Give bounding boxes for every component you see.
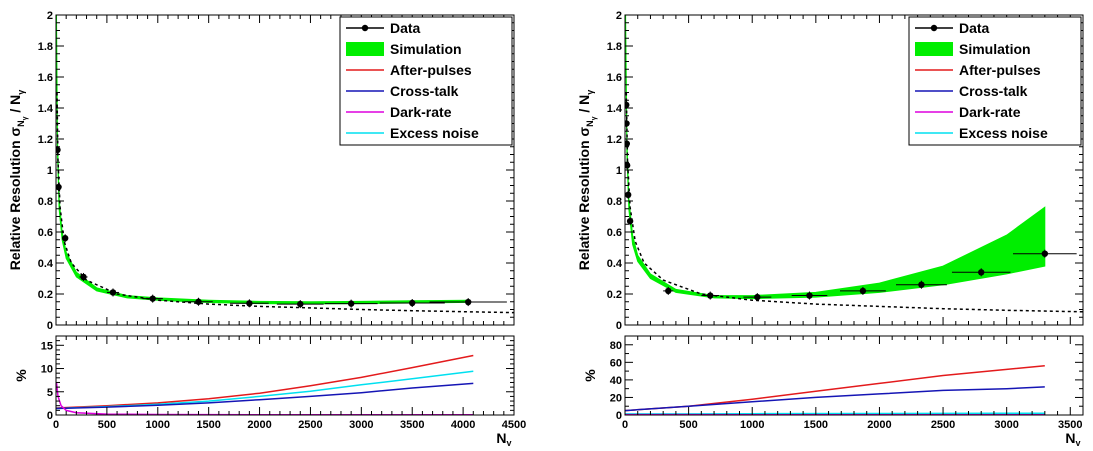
y-tick-label: 0.6 xyxy=(607,227,622,239)
data-point xyxy=(297,301,303,307)
y-tick-label: 1.8 xyxy=(38,41,53,53)
legend-marker-data xyxy=(931,25,937,31)
data-point xyxy=(409,300,415,306)
y-tick-label: 1 xyxy=(47,165,53,177)
data-point xyxy=(627,218,633,224)
x-tick-label: 3000 xyxy=(349,419,373,431)
x-tick-label: 2000 xyxy=(247,419,271,431)
y-tick-label: 1.6 xyxy=(38,72,53,84)
data-point xyxy=(465,299,471,305)
y-tick-label: 0.4 xyxy=(38,258,54,270)
legend-label: After-pulses xyxy=(390,62,472,78)
data-point xyxy=(195,299,201,305)
y-tick-label: 5 xyxy=(47,387,53,399)
series-excess-noise xyxy=(625,413,1045,414)
y-tick-label: 0.8 xyxy=(38,196,53,208)
y-tick-label: 1 xyxy=(616,165,622,177)
y-axis-label: % xyxy=(582,369,598,382)
x-tick-label: 1000 xyxy=(740,419,764,431)
x-tick-label: 1000 xyxy=(146,419,170,431)
legend: Data Simulation After-pulses Cross-talk Dark… xyxy=(340,17,512,145)
legend-swatch-simulation xyxy=(346,42,384,56)
data-point xyxy=(978,269,984,275)
data-point xyxy=(246,300,252,306)
legend-label: Excess noise xyxy=(390,125,479,141)
data-point xyxy=(80,274,86,280)
y-tick-label: 1.4 xyxy=(607,103,623,115)
x-tick-label: 4000 xyxy=(451,419,475,431)
y-tick-label: 1.2 xyxy=(607,134,622,146)
y-tick-label: 20 xyxy=(610,392,622,404)
legend-swatch-simulation xyxy=(915,42,953,56)
x-tick-label: 0 xyxy=(53,419,59,431)
legend-label: Data xyxy=(959,20,990,36)
data-point xyxy=(707,292,713,298)
legend-label: Excess noise xyxy=(959,125,1048,141)
data-point xyxy=(110,289,116,295)
data-point xyxy=(860,288,866,294)
x-tick-label: 2500 xyxy=(298,419,322,431)
y-tick-label: 1.2 xyxy=(38,134,53,146)
y-tick-label: 1.8 xyxy=(607,41,622,53)
y-tick-label: 60 xyxy=(610,357,622,369)
y-tick-label: 2 xyxy=(616,10,622,22)
x-tick-label: 3000 xyxy=(994,419,1018,431)
data-point xyxy=(1042,251,1048,257)
data-point xyxy=(62,235,68,241)
x-tick-label: 2000 xyxy=(867,419,891,431)
y-tick-label: 80 xyxy=(610,340,622,352)
y-tick-label: 10 xyxy=(41,364,53,376)
data-point xyxy=(149,295,155,301)
legend-label: Cross-talk xyxy=(390,83,459,99)
x-tick-label: 3500 xyxy=(400,419,424,431)
legend-label: Dark-rate xyxy=(959,104,1021,120)
legend: Data Simulation After-pulses Cross-talk Dark… xyxy=(909,17,1081,145)
data-point xyxy=(918,282,924,288)
x-tick-label: 500 xyxy=(98,419,116,431)
y-tick-label: 1.6 xyxy=(607,72,622,84)
legend-label: Simulation xyxy=(390,41,462,57)
x-tick-label: 1500 xyxy=(196,419,220,431)
legend-label: Dark-rate xyxy=(390,104,452,120)
legend-label: Data xyxy=(390,20,421,36)
legend-label: Simulation xyxy=(959,41,1031,57)
y-tick-label: 0.6 xyxy=(38,227,53,239)
legend-label: After-pulses xyxy=(959,62,1041,78)
y-tick-label: 2 xyxy=(47,10,53,22)
data-point xyxy=(625,192,631,198)
legend-label: Cross-talk xyxy=(959,83,1028,99)
y-tick-label: 15 xyxy=(41,340,53,352)
x-tick-label: 1500 xyxy=(804,419,828,431)
x-tick-label: 2500 xyxy=(931,419,955,431)
y-tick-label: 1.4 xyxy=(38,103,54,115)
y-tick-label: 0 xyxy=(47,320,53,332)
y-tick-label: 0.8 xyxy=(607,196,622,208)
x-tick-label: 500 xyxy=(679,419,697,431)
legend-marker-data xyxy=(362,25,368,31)
y-tick-label: 40 xyxy=(610,375,622,387)
data-point xyxy=(806,292,812,298)
data-point xyxy=(348,300,354,306)
y-tick-label: 0.2 xyxy=(607,289,622,301)
x-tick-label: 0 xyxy=(622,419,628,431)
data-point xyxy=(665,288,671,294)
y-axis-label: % xyxy=(13,369,29,382)
y-tick-label: 0.4 xyxy=(607,258,623,270)
y-tick-label: 0.2 xyxy=(38,289,53,301)
data-point xyxy=(754,294,760,300)
y-tick-label: 0 xyxy=(616,320,622,332)
